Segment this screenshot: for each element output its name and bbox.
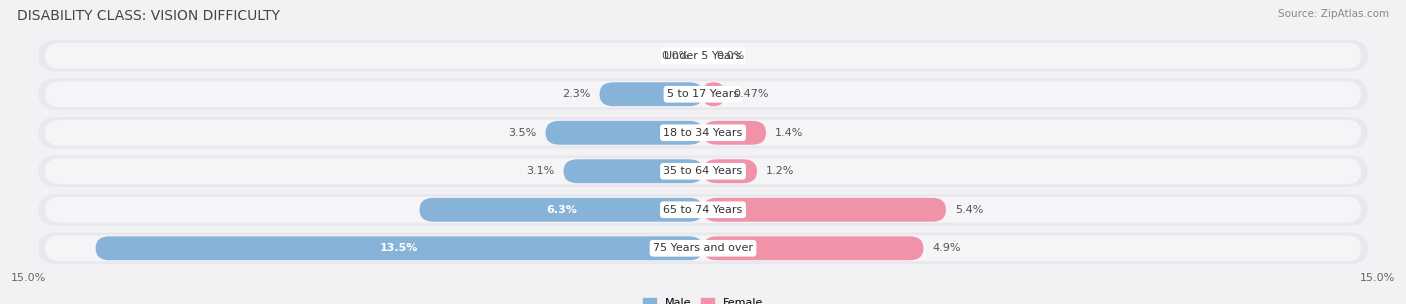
FancyBboxPatch shape [546,121,703,145]
Text: 13.5%: 13.5% [380,243,419,253]
FancyBboxPatch shape [45,81,1361,107]
Text: 3.5%: 3.5% [509,128,537,138]
Text: 6.3%: 6.3% [546,205,576,215]
FancyBboxPatch shape [45,43,1361,69]
Text: Source: ZipAtlas.com: Source: ZipAtlas.com [1278,9,1389,19]
FancyBboxPatch shape [38,117,1368,149]
Text: 1.4%: 1.4% [775,128,803,138]
Text: 0.47%: 0.47% [733,89,769,99]
Text: 2.3%: 2.3% [562,89,591,99]
Text: 18 to 34 Years: 18 to 34 Years [664,128,742,138]
Text: 3.1%: 3.1% [526,166,554,176]
FancyBboxPatch shape [703,198,946,222]
Text: 0.0%: 0.0% [717,51,745,61]
Text: 1.2%: 1.2% [766,166,794,176]
FancyBboxPatch shape [599,82,703,106]
Text: 65 to 74 Years: 65 to 74 Years [664,205,742,215]
Text: Under 5 Years: Under 5 Years [665,51,741,61]
FancyBboxPatch shape [38,78,1368,110]
FancyBboxPatch shape [38,40,1368,71]
FancyBboxPatch shape [96,236,703,260]
FancyBboxPatch shape [38,233,1368,264]
FancyBboxPatch shape [45,235,1361,261]
Text: 35 to 64 Years: 35 to 64 Years [664,166,742,176]
Text: DISABILITY CLASS: VISION DIFFICULTY: DISABILITY CLASS: VISION DIFFICULTY [17,9,280,23]
FancyBboxPatch shape [45,158,1361,184]
FancyBboxPatch shape [419,198,703,222]
Text: 0.0%: 0.0% [661,51,689,61]
FancyBboxPatch shape [564,159,703,183]
FancyBboxPatch shape [703,121,766,145]
Text: 5.4%: 5.4% [955,205,983,215]
FancyBboxPatch shape [45,120,1361,146]
FancyBboxPatch shape [703,159,756,183]
FancyBboxPatch shape [703,82,724,106]
FancyBboxPatch shape [38,155,1368,187]
Text: 75 Years and over: 75 Years and over [652,243,754,253]
FancyBboxPatch shape [38,194,1368,226]
FancyBboxPatch shape [703,236,924,260]
Text: 5 to 17 Years: 5 to 17 Years [666,89,740,99]
FancyBboxPatch shape [45,197,1361,223]
Text: 4.9%: 4.9% [932,243,960,253]
Legend: Male, Female: Male, Female [638,293,768,304]
